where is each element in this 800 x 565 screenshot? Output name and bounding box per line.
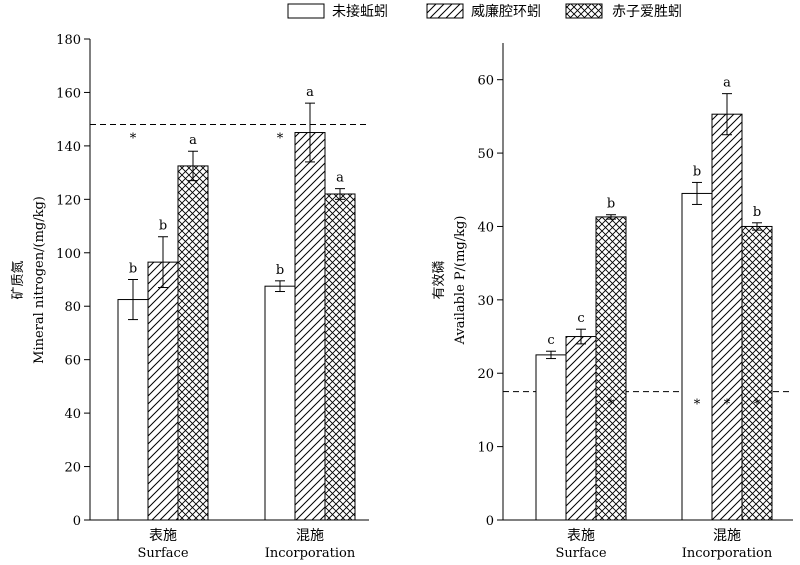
significance-star: * [754,398,761,413]
y-tick-label: 50 [477,147,494,162]
bar-surface-series-2 [177,165,209,521]
y-tick-label: 0 [486,514,494,529]
y-tick-label: 180 [56,33,81,48]
bar-surface-series-1 [147,261,179,521]
y-tick-label: 100 [56,247,81,262]
bar-incorporation-series-1 [294,132,326,521]
y-tick-label: 80 [64,300,81,315]
significance-letter: b [159,219,167,234]
significance-letter: c [547,333,554,348]
y-tick-label: 10 [477,441,494,456]
bar-surface-series-1 [565,336,597,521]
legend-swatch-1 [426,3,464,19]
significance-letter: a [189,133,197,148]
significance-letter: b [753,205,761,220]
legend-label-2: 赤子爱胜蚓 [612,4,682,20]
significance-letter: b [129,262,137,277]
x-category-label-cn: 表施 [149,528,177,544]
available-p-chart: 0 10 20 30 40 50 60 有效磷 Available P/(mg/kg) c c b 表施… [432,43,793,561]
legend-label-0: 未接蚯蚓 [332,3,388,20]
legend-swatch-2 [565,3,603,19]
x-category-label: Incorporation [265,546,356,561]
significance-letter: b [693,164,701,179]
bar-incorporation-series-1 [711,113,743,521]
significance-star: * [130,132,137,147]
bar-incorporation-series-0 [264,285,296,521]
significance-letter: a [306,85,314,100]
y-axis-label: Mineral nitrogen/(mg/kg) [32,196,47,364]
bar-incorporation-series-2 [324,193,356,521]
significance-star: * [694,398,701,413]
y-tick-label: 0 [73,514,81,529]
significance-star: * [608,398,615,413]
bar-surface-series-2 [595,216,627,521]
y-axis-label-cn: 有效磷 [432,260,447,299]
y-tick-label: 40 [477,220,494,235]
legend-label-1: 威廉腔环蚓 [471,3,541,20]
y-tick-label: 60 [64,354,81,369]
significance-letter: c [577,311,584,326]
y-axis-label-cn: 矿质氮 [11,260,26,299]
y-tick-label: 140 [56,140,81,155]
x-category-label: Surface [555,546,606,561]
x-category-label-cn: 表施 [567,528,595,544]
y-tick-label: 20 [64,461,81,476]
legend-swatch-0 [287,3,325,19]
significance-letter: b [276,263,284,278]
bar-incorporation-series-0 [681,192,713,521]
significance-star: * [277,132,284,147]
mineral-nitrogen-chart: 0 20 40 60 80 100 120 140 160 180 矿质氮 Mineral nitro… [11,33,369,561]
y-axis-label: Available P/(mg/kg) [453,216,468,346]
y-tick-label: 160 [56,86,81,101]
y-tick-label: 40 [64,407,81,422]
x-category-label: Surface [137,546,188,561]
significance-star: * [724,398,731,413]
significance-letter: b [607,197,615,212]
y-tick-label: 60 [477,74,494,89]
bar-incorporation-series-2 [741,225,773,521]
bar-surface-series-0 [117,299,149,521]
x-category-label-cn: 混施 [296,528,324,544]
significance-letter: a [723,76,731,91]
y-tick-label: 30 [477,294,494,309]
x-category-label: Incorporation [682,546,773,561]
legend: 未接蚯蚓 威廉腔环蚓 赤子爱胜蚓 [287,3,682,20]
x-category-label-cn: 混施 [713,528,741,544]
significance-letter: a [336,171,344,186]
y-tick-label: 120 [56,193,81,208]
y-tick-label: 20 [477,367,494,382]
bar-surface-series-0 [535,354,567,521]
